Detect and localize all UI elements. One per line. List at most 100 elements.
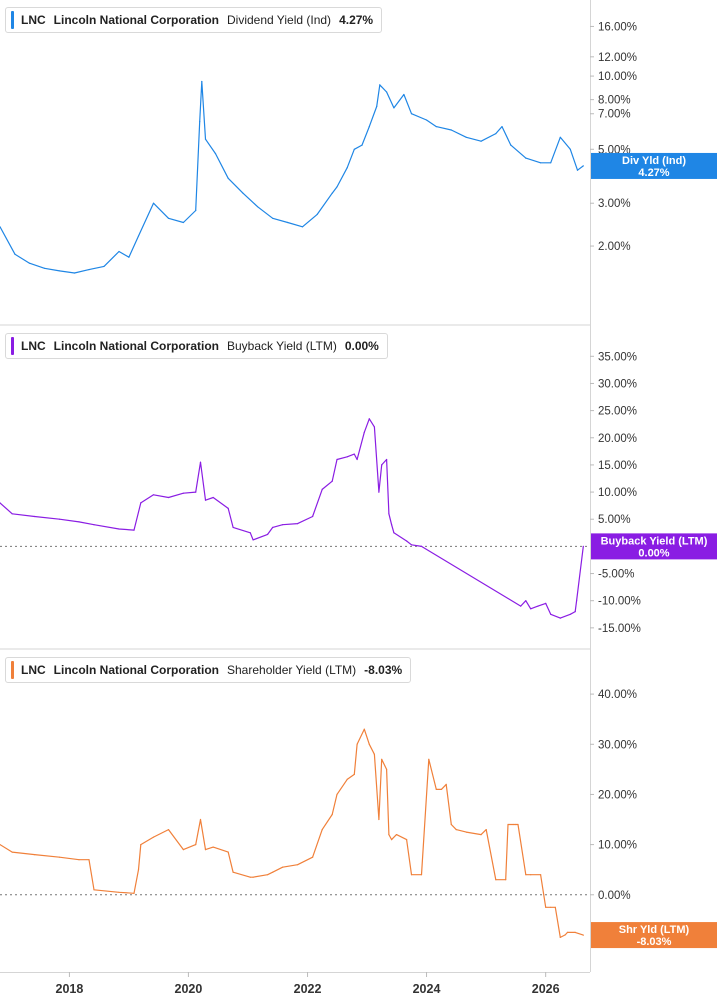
data-point [11, 513, 13, 515]
x-tick-label: 2018 [56, 982, 84, 996]
data-point [346, 167, 348, 169]
data-point [152, 202, 155, 204]
data-point [376, 105, 378, 108]
y-tick-label: 10.00% [598, 487, 637, 499]
data-point [140, 844, 142, 846]
data-point [118, 250, 120, 253]
data-point [297, 523, 299, 525]
data-point [582, 545, 584, 548]
data-point [14, 253, 16, 255]
data-point [214, 153, 217, 155]
data-point [353, 148, 355, 150]
data-point [212, 846, 214, 848]
data-point [525, 600, 527, 602]
series-color-swatch [11, 337, 14, 355]
y-tick-label: 0.00% [598, 890, 631, 902]
data-point [252, 876, 254, 878]
data-point [199, 121, 201, 123]
data-point [204, 138, 207, 140]
data-point [393, 107, 395, 109]
div-yield-badge-label: Div Yld (Ind) [622, 155, 686, 167]
data-point [406, 540, 408, 542]
chart-panel-1: 35.00% 30.00% 25.00% 20.00% 15.00% 10.00% 5.00… [0, 351, 717, 635]
chart-panel-2: 40.00% 30.00% 20.00% 10.00% 0.00% Shr Yld (LT… [0, 689, 717, 996]
data-point [420, 545, 423, 548]
data-point [28, 262, 31, 264]
value-badge [591, 922, 717, 949]
data-point [282, 524, 284, 526]
series-line [0, 418, 584, 619]
data-point [379, 84, 381, 86]
legend-value: 4.27% [339, 13, 374, 27]
data-point [361, 144, 363, 146]
data-point [353, 773, 355, 776]
data-point [505, 879, 507, 881]
data-point [312, 515, 314, 518]
legend-ticker: LNC [21, 663, 46, 677]
data-point [232, 871, 234, 873]
chart-panel-0: 16.00%12.00%10.00%8.00%7.00%5.00%3.00%2.… [0, 21, 717, 274]
data-point [512, 823, 514, 826]
y-tick-label: 15.00% [598, 460, 637, 472]
data-point [582, 165, 584, 167]
data-point [137, 869, 140, 871]
data-point [386, 768, 388, 771]
data-point [78, 859, 80, 861]
data-point [201, 80, 203, 83]
x-tick-label: 2022 [294, 982, 322, 996]
y-tick-label: -5.00% [598, 569, 634, 581]
data-point [152, 494, 155, 496]
data-point [331, 813, 333, 816]
data-point [11, 851, 13, 853]
data-point [167, 217, 170, 219]
data-point [582, 934, 584, 936]
data-point [480, 140, 482, 142]
y-tick-label: 30.00% [598, 378, 637, 390]
data-point [331, 480, 333, 482]
data-point [381, 758, 383, 760]
x-tick-label: 2024 [413, 982, 441, 996]
y-tick-label: 16.00% [598, 21, 637, 33]
data-point [525, 157, 527, 159]
series-color-swatch [11, 661, 14, 679]
data-point [386, 91, 388, 93]
badge-value: 4.27% [638, 167, 669, 179]
data-point [495, 879, 497, 881]
data-point [517, 823, 519, 826]
y-tick-label: 20.00% [598, 433, 637, 445]
data-point [388, 834, 390, 836]
data-point [393, 532, 395, 534]
data-point [58, 856, 61, 858]
data-point [167, 829, 170, 831]
data-point [540, 162, 542, 164]
data-point [391, 839, 393, 841]
buyback-badge-label: Buyback Yield (LTM) [601, 535, 708, 547]
data-point [395, 834, 398, 836]
y-tick-label: 20.00% [598, 789, 637, 801]
data-point [336, 186, 338, 188]
y-tick-label: 40.00% [598, 689, 637, 701]
data-point [425, 119, 428, 121]
legend-dividend-yield[interactable]: LNC Lincoln National Corporation Dividen… [5, 7, 383, 33]
data-point [559, 136, 561, 138]
data-point [540, 874, 542, 876]
legend-shareholder-yield[interactable]: LNC Lincoln National Corporation Shareho… [5, 657, 412, 683]
badge-value: -8.03% [637, 936, 672, 948]
data-point [373, 753, 375, 755]
data-point [249, 876, 251, 878]
data-point [282, 866, 284, 868]
data-point [93, 889, 95, 891]
data-point [0, 844, 1, 846]
legend-company: Lincoln National Corporation [53, 339, 219, 353]
legend-company: Lincoln National Corporation [53, 663, 219, 677]
data-point [137, 235, 140, 237]
shr-yield-badge-label: Shr Yld (LTM) [619, 924, 690, 936]
data-point [559, 936, 561, 939]
legend-buyback-yield[interactable]: LNC Lincoln National Corporation Buyback… [5, 333, 388, 359]
data-point [507, 823, 509, 826]
data-point [133, 892, 135, 894]
data-point [212, 496, 214, 499]
y-tick-label: 3.00% [598, 198, 631, 210]
data-point [368, 418, 370, 420]
data-point [0, 502, 1, 504]
